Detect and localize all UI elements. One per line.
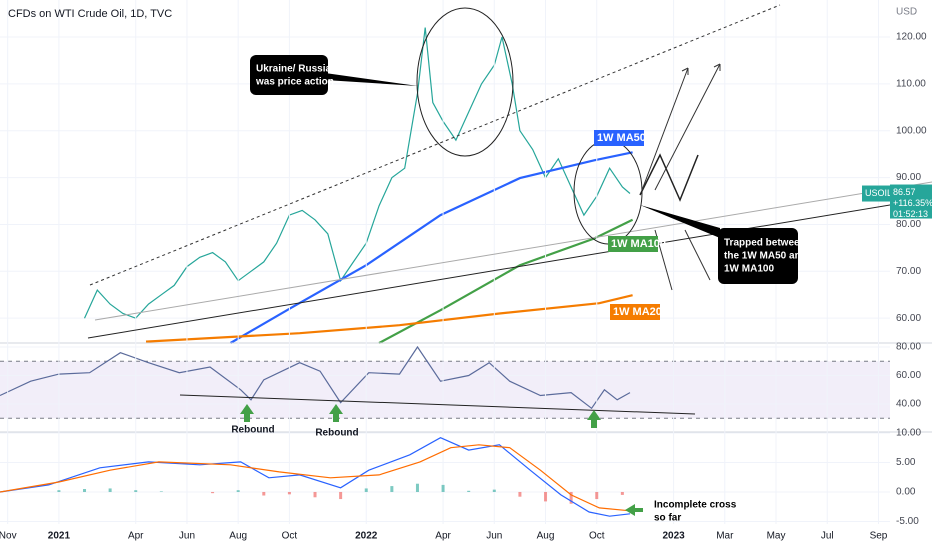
annotation: Trapped between: [724, 238, 806, 249]
projection-arrows: [641, 63, 721, 291]
ma-label: 1W MA50: [597, 132, 646, 144]
y-tick-label: 60.00: [896, 313, 921, 324]
x-tick-label: Oct: [589, 531, 605, 542]
histogram-bar: [83, 489, 87, 492]
histogram-bar: [415, 483, 419, 492]
ma-label: 1W MA200: [613, 306, 668, 318]
annotations: 1W MA50 1W MA100 1W MA200 USOIL 86.57+116.35…: [231, 64, 932, 524]
annotation: Rebound: [231, 425, 274, 436]
annotation: was price action: [255, 77, 334, 88]
price-tag-change: +116.35%: [893, 198, 932, 208]
x-tick-label: Aug: [229, 531, 247, 542]
histogram-bar: [287, 491, 291, 495]
x-tick-label: Mar: [716, 531, 734, 542]
x-tick-label: Apr: [128, 531, 144, 542]
histogram-bar: [569, 491, 573, 504]
y-tick-label: 70.00: [896, 266, 921, 277]
x-tick-label: Oct: [282, 531, 298, 542]
x-tick-label: Jul: [821, 531, 834, 542]
series-line: [378, 218, 634, 344]
x-tick-label: Nov: [0, 531, 17, 542]
x-tick-label: Jun: [486, 531, 502, 542]
support-line: [87, 197, 932, 339]
y-tick-label: 5.00: [896, 457, 916, 468]
x-tick-label: 2022: [355, 531, 378, 542]
gray-trend: [94, 181, 932, 321]
series-line: [145, 294, 633, 343]
ma-label-box: [594, 130, 644, 146]
histogram-bar: [57, 490, 61, 492]
annotation: so far: [654, 513, 681, 524]
histogram-bar: [159, 491, 163, 492]
x-tick-label: Jun: [179, 531, 195, 542]
y-tick-label: 0.00: [896, 487, 916, 498]
histogram-bar: [364, 488, 368, 492]
y-tick-label: 110.00: [896, 79, 926, 90]
histogram-bar: [134, 490, 138, 492]
y-tick-label: 120.00: [896, 32, 927, 43]
circle: [416, 7, 514, 157]
x-tick-label: Aug: [537, 531, 555, 542]
histogram-bar: [441, 484, 445, 492]
y-tick-label: 40.00: [896, 399, 921, 410]
series-line: [0, 444, 631, 512]
annotation: Rebound: [315, 428, 358, 439]
histogram-bar: [236, 490, 240, 492]
histogram-bar: [544, 491, 548, 502]
y-tick-label: 100.00: [896, 125, 927, 136]
histogram-bar: [313, 491, 317, 498]
annotation: the 1W MA50 and: [724, 251, 807, 262]
y-tick-label: 10.00: [896, 428, 921, 439]
rsi-trend: [179, 394, 696, 415]
price-tag: [890, 184, 932, 219]
y-tick-label: -5.00: [896, 516, 919, 527]
x-tick-label: 2023: [662, 531, 685, 542]
histogram-bar: [211, 491, 215, 494]
histogram-bar: [620, 491, 624, 495]
y-tick-label: 90.00: [896, 172, 921, 183]
projection: [639, 153, 699, 202]
histogram-bar: [595, 491, 599, 500]
x-tick-label: Sep: [870, 531, 888, 542]
histogram-bar: [339, 491, 343, 500]
rsi-band: [0, 361, 890, 419]
price-tag-value: 86.57: [893, 187, 916, 197]
histogram-bar: [390, 486, 394, 492]
series-line: [0, 345, 631, 410]
symbol-tag: [862, 185, 890, 202]
y-tick-label: 60.00: [896, 370, 921, 381]
currency: USD: [896, 7, 917, 18]
annotation: Incomplete cross: [654, 500, 737, 511]
ma-label-box: [608, 236, 658, 252]
price-tag-timer: 01:52:13: [893, 209, 928, 219]
callout: [250, 55, 328, 95]
y-tick-label: 80.00: [896, 342, 921, 353]
x-tick-label: 2021: [48, 531, 71, 542]
y-tick-label: 80.00: [896, 219, 921, 230]
channel-top: [89, 4, 781, 286]
annotation: 1W MA100: [724, 264, 774, 275]
callout-pointer: [325, 73, 418, 86]
ma-label: 1W MA100: [611, 238, 666, 250]
histogram-bar: [262, 491, 266, 496]
x-tick-label: Apr: [435, 531, 451, 542]
ma-label-box: [610, 304, 660, 320]
histogram-bar: [467, 490, 471, 492]
symbol-tag-text: USOIL: [865, 188, 892, 198]
histogram-bar: [108, 488, 112, 492]
chart-title: CFDs on WTI Crude Oil, 1D, TVC: [8, 8, 172, 20]
x-tick-label: May: [767, 531, 786, 542]
callout: [718, 228, 798, 284]
histogram-bar: [518, 491, 522, 497]
callout-pointer: [640, 205, 720, 238]
series-line: [83, 27, 631, 319]
series-line: [0, 437, 631, 517]
annotation: Ukraine/ Russia: [256, 64, 331, 75]
histogram-bar: [492, 489, 496, 492]
